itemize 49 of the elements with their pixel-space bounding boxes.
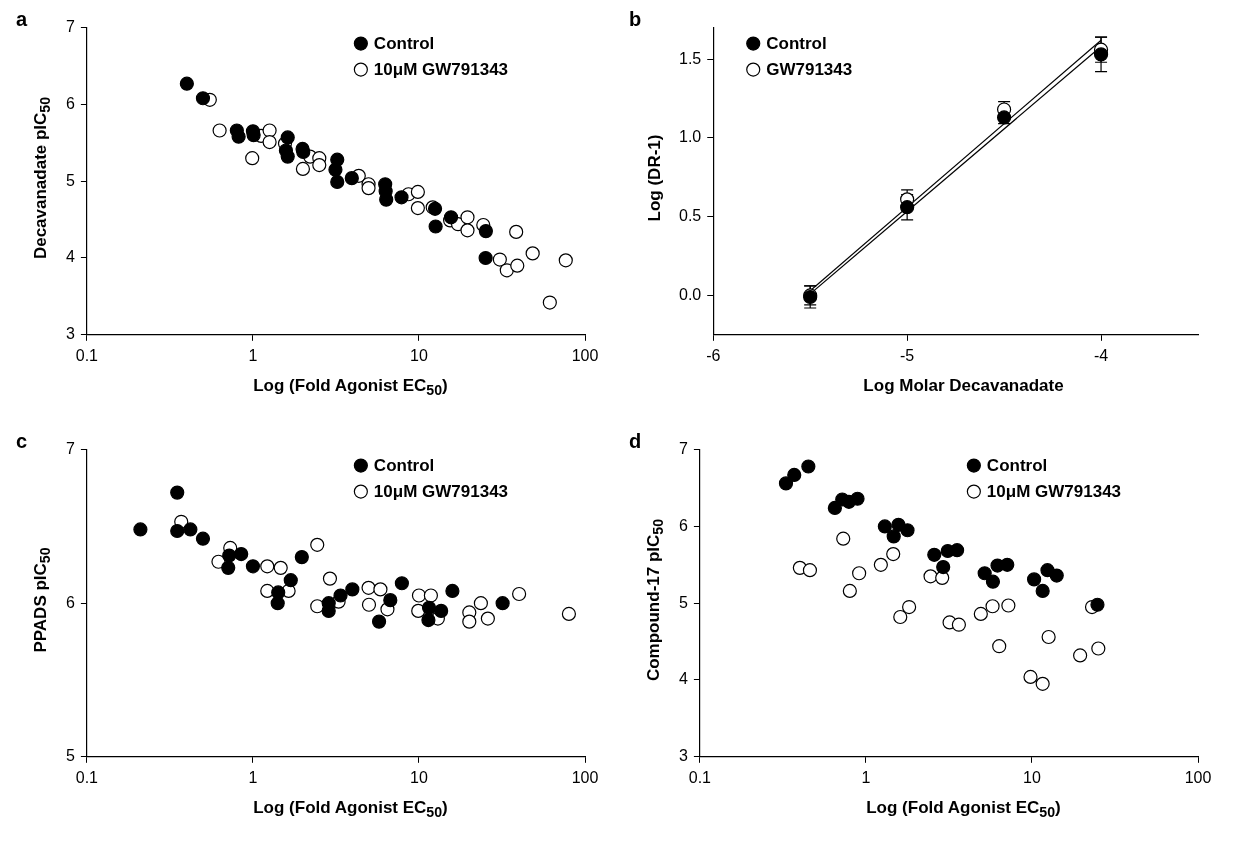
x-tick-label: 1 xyxy=(248,768,258,786)
y-tick-label: 5 xyxy=(65,747,75,765)
y-tick-label: 1.0 xyxy=(678,128,702,146)
chart-title: b xyxy=(629,8,642,31)
x-tick-label: 10 xyxy=(410,768,428,786)
x-tick-label: 10 xyxy=(410,346,428,364)
chart-title: a xyxy=(16,8,28,31)
chart-title: c xyxy=(16,430,28,453)
x-axis-title: Log Molar Decavanadate xyxy=(862,376,1065,396)
x-tick-label: -6 xyxy=(706,346,721,364)
x-tick-label: 0.1 xyxy=(75,346,99,364)
y-tick-label: 7 xyxy=(65,440,75,458)
x-tick-label: 100 xyxy=(1184,768,1212,786)
y-tick-label: 0.5 xyxy=(678,207,702,225)
x-axis-title: Log (Fold Agonist EC$_{50}$) xyxy=(865,798,1062,821)
y-tick-label: 0.0 xyxy=(678,285,702,303)
y-tick-label: 4 xyxy=(65,248,75,266)
y-tick-label: 5 xyxy=(678,593,688,611)
x-tick-label: 100 xyxy=(571,346,599,364)
legend-label: Control xyxy=(373,456,435,476)
y-axis-title: Log (DR-1) xyxy=(645,134,665,222)
y-tick-label: 1.5 xyxy=(678,49,702,67)
y-tick-label: 3 xyxy=(678,747,688,765)
y-tick-label: 4 xyxy=(678,670,688,688)
x-axis-title: Log (Fold Agonist EC$_{50}$) xyxy=(252,798,449,821)
x-tick-label: -5 xyxy=(900,346,915,364)
legend-label: 10μM GW791343 xyxy=(373,482,509,502)
x-tick-label: 100 xyxy=(571,768,599,786)
y-tick-label: 7 xyxy=(65,18,75,36)
x-tick-label: 0.1 xyxy=(75,768,99,786)
y-tick-label: 3 xyxy=(65,325,75,343)
legend-label: Control xyxy=(986,456,1048,476)
y-tick-label: 5 xyxy=(65,171,75,189)
legend-label: GW791343 xyxy=(766,60,853,80)
x-tick-label: 1 xyxy=(861,768,871,786)
y-tick-label: 6 xyxy=(65,94,75,112)
x-tick-label: 1 xyxy=(248,346,258,364)
y-tick-label: 7 xyxy=(678,440,688,458)
x-tick-label: 10 xyxy=(1023,768,1041,786)
legend-label: Control xyxy=(373,34,435,54)
legend-label: 10μM GW791343 xyxy=(986,482,1122,502)
x-axis-title: Log (Fold Agonist EC$_{50}$) xyxy=(252,376,449,399)
y-tick-label: 6 xyxy=(65,593,75,611)
legend-label: Control xyxy=(766,34,827,54)
y-tick-label: 6 xyxy=(678,516,688,534)
x-tick-label: -4 xyxy=(1093,346,1109,364)
chart-title: d xyxy=(629,430,642,453)
legend-label: 10μM GW791343 xyxy=(373,60,509,80)
x-tick-label: 0.1 xyxy=(688,768,712,786)
